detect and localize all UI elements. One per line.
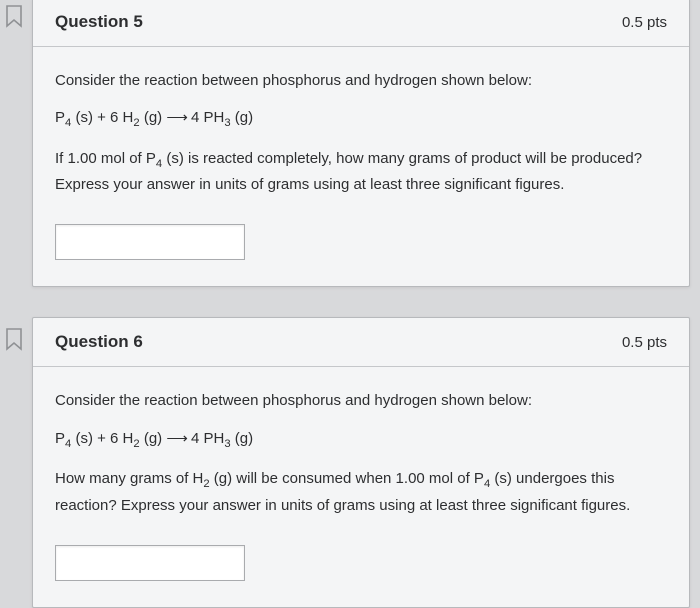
question-card: Question 5 0.5 pts Consider the reaction…: [32, 0, 690, 287]
question-body: Consider the reaction between phosphorus…: [33, 47, 689, 286]
bookmark-icon: [4, 4, 24, 30]
question-intro: Consider the reaction between phosphorus…: [55, 69, 667, 92]
quiz-page: Question 5 0.5 pts Consider the reaction…: [0, 0, 700, 608]
question-card: Question 6 0.5 pts Consider the reaction…: [32, 317, 690, 607]
question-prompt: How many grams of H2 (g) will be consume…: [55, 467, 667, 517]
question-points: 0.5 pts: [622, 334, 667, 351]
answer-input[interactable]: [55, 545, 245, 581]
question-equation: P4 (s) + 6 H2 (g) ⟶ 4 PH3 (g): [55, 106, 667, 132]
question-body: Consider the reaction between phosphorus…: [33, 367, 689, 606]
answer-input[interactable]: [55, 224, 245, 260]
question-title: Question 5: [55, 12, 143, 32]
question-intro: Consider the reaction between phosphorus…: [55, 389, 667, 412]
question-header: Question 5 0.5 pts: [33, 0, 689, 47]
question-prompt: If 1.00 mol of P4 (s) is reacted complet…: [55, 147, 667, 197]
question-header: Question 6 0.5 pts: [33, 318, 689, 367]
question-title: Question 6: [55, 332, 143, 352]
question-points: 0.5 pts: [622, 14, 667, 31]
bookmark-icon: [4, 327, 24, 353]
question-equation: P4 (s) + 6 H2 (g) ⟶ 4 PH3 (g): [55, 427, 667, 453]
